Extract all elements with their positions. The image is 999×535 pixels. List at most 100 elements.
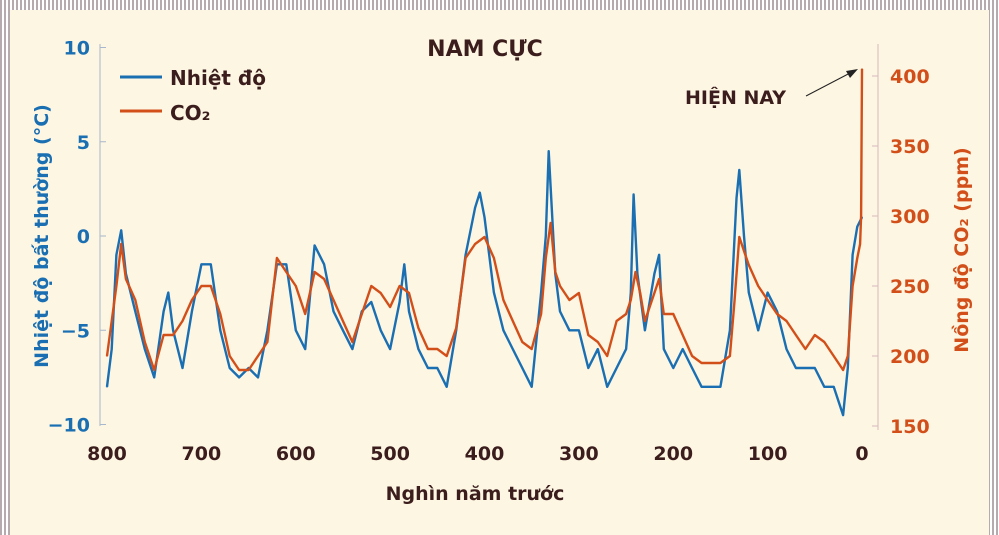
temperature-point	[530, 386, 533, 388]
temperature-point	[804, 367, 807, 369]
co2-point	[606, 355, 608, 357]
temperature-point	[257, 376, 259, 379]
co2-point	[729, 355, 731, 357]
co2-point	[549, 222, 552, 224]
co2-point	[162, 334, 165, 336]
co2-point	[474, 243, 476, 245]
co2-point	[795, 334, 797, 336]
temperature-point	[814, 367, 816, 369]
y-right-tick-label: 350	[890, 136, 930, 158]
y-right-tick-label: 200	[890, 346, 930, 368]
temperature-point	[743, 235, 745, 237]
x-tick-label: 200	[653, 443, 693, 465]
co2-point	[653, 292, 656, 294]
co2-point	[332, 299, 335, 301]
co2-point	[691, 355, 693, 357]
y-axis-left-label: Nhiệt độ bất thường (°C)	[30, 104, 53, 368]
co2-point	[247, 369, 250, 371]
temperature-point	[719, 386, 722, 388]
temperature-point	[115, 254, 118, 256]
co2-point	[776, 313, 778, 315]
temperature-point	[785, 348, 788, 350]
temperature-point	[672, 367, 675, 369]
temperature-point	[568, 329, 571, 332]
temperature-point	[856, 225, 859, 228]
temperature-point	[625, 348, 627, 350]
temperature-point	[417, 348, 420, 350]
x-tick-label: 400	[465, 443, 505, 465]
co2-point	[634, 271, 637, 273]
co2-point	[408, 292, 410, 294]
x-tick-label: 0	[855, 443, 868, 465]
temperature-point	[120, 229, 122, 232]
x-tick-label: 700	[182, 443, 222, 465]
co2-point	[219, 313, 222, 315]
co2-point	[323, 278, 325, 280]
temperature-point	[219, 329, 222, 332]
temperature-point	[700, 386, 703, 388]
temperature-point	[766, 291, 769, 294]
temperature-point	[172, 329, 174, 332]
co2-point	[596, 341, 599, 343]
temperature-point	[228, 367, 231, 369]
co2-point	[842, 369, 844, 371]
temperature-point	[153, 376, 155, 379]
temperature-point	[729, 329, 731, 332]
x-tick-label: 800	[87, 443, 127, 465]
legend-label-temperature: Nhiệt độ	[170, 66, 266, 90]
co2-point	[587, 334, 590, 336]
temperature-point	[512, 348, 514, 350]
co2-point	[445, 355, 448, 357]
co2-point	[545, 257, 547, 259]
co2-point	[710, 362, 712, 364]
co2-point	[856, 257, 859, 259]
temperature-point	[351, 348, 354, 350]
temperature-point	[191, 310, 193, 313]
temperature-point	[842, 414, 844, 416]
temperature-point	[653, 272, 656, 275]
temperature-point	[167, 291, 170, 294]
temperature-point	[847, 367, 849, 369]
y-left-tick-label: 5	[77, 132, 90, 154]
x-tick-label: 600	[276, 443, 316, 465]
co2-point	[483, 236, 486, 238]
co2-point	[823, 341, 826, 343]
temperature-point	[493, 291, 495, 294]
temperature-point	[735, 197, 738, 200]
co2-point	[663, 313, 665, 315]
co2-point	[859, 243, 861, 245]
temperature-series-line	[105, 149, 864, 417]
co2-point	[294, 285, 297, 287]
temperature-point	[342, 329, 344, 332]
temperature-point	[521, 367, 524, 369]
temperature-point	[658, 254, 660, 256]
temperature-point	[559, 310, 561, 313]
co2-point	[228, 355, 231, 357]
temperature-point	[710, 386, 712, 388]
co2-point	[464, 257, 467, 259]
temperature-point	[304, 348, 306, 350]
co2-point	[860, 215, 862, 217]
co2-point	[120, 243, 122, 245]
temperature-point	[757, 329, 759, 332]
co2-point	[134, 299, 137, 301]
co2-point	[814, 334, 816, 336]
co2-point	[455, 327, 457, 329]
co2-point	[417, 327, 420, 329]
co2-point	[427, 348, 429, 350]
y-right-tick-label: 300	[890, 206, 930, 228]
temperature-point	[663, 348, 665, 350]
temperature-point	[587, 367, 590, 369]
co2-point	[285, 271, 288, 273]
temperature-point	[738, 169, 741, 171]
co2-point	[804, 348, 807, 350]
co2-point	[629, 299, 632, 301]
temperature-point	[681, 348, 684, 350]
co2-point	[719, 362, 722, 364]
co2-point	[125, 278, 127, 280]
temperature-point	[210, 263, 212, 266]
temperature-point	[285, 263, 288, 266]
co2-point	[700, 362, 703, 364]
co2-point	[276, 257, 278, 259]
